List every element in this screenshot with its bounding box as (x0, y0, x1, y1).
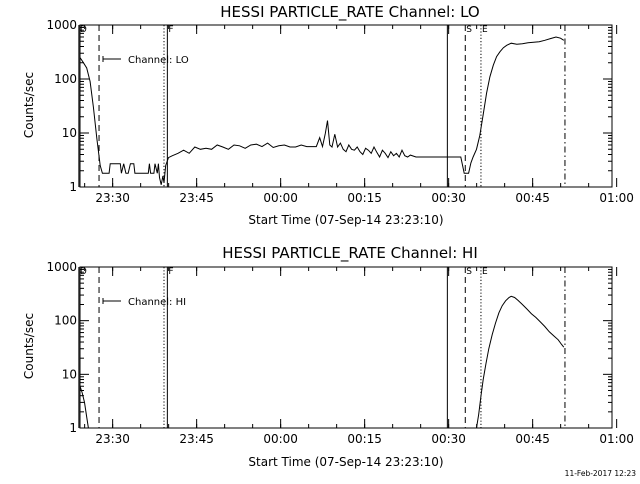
plot-frame (79, 24, 613, 188)
y-tick-label: 100 (54, 314, 77, 328)
x-tick-label: 23:30 (95, 191, 130, 205)
marker-label: E (482, 25, 488, 35)
chart-title: HESSI PARTICLE_RATE Channel: HI (222, 244, 478, 263)
x-tick-label: 00:15 (347, 432, 382, 446)
plot-frame (79, 266, 613, 429)
x-tick-label: 23:45 (179, 432, 214, 446)
x-tick-label: 00:00 (263, 191, 298, 205)
y-tick-label: 1 (69, 180, 77, 194)
x-tick-label: 01:00 (599, 191, 634, 205)
y-axis-label: Counts/sec (22, 313, 36, 379)
footer-date: 11-Feb-2017 12:23 (565, 469, 637, 478)
x-tick-label: 00:00 (263, 432, 298, 446)
x-axis-label: Start Time (07-Sep-14 23:23:10) (248, 455, 443, 469)
marker-label: D (80, 25, 87, 35)
chart-panel-hi: HESSI PARTICLE_RATE Channel: HI Start Ti… (22, 244, 634, 469)
y-tick-label: 1 (69, 421, 77, 435)
y-tick-label: 10 (62, 367, 77, 381)
x-tick-label: 23:30 (95, 432, 130, 446)
x-tick-label: 01:00 (599, 432, 634, 446)
x-tick-label: 00:15 (347, 191, 382, 205)
y-tick-label: 10 (62, 126, 77, 140)
marker-label: S (466, 267, 472, 277)
legend-label: Channel: LO (128, 55, 189, 66)
marker-label: D (80, 267, 87, 277)
legend-label: Channel: HI (128, 297, 186, 308)
series-line-1 (476, 295, 565, 429)
marker-label: F (168, 267, 173, 277)
x-tick-label: 00:45 (515, 191, 550, 205)
y-tick-label: 1000 (46, 18, 77, 32)
y-axis-label: Counts/sec (22, 72, 36, 138)
chart-title: HESSI PARTICLE_RATE Channel: LO (220, 3, 479, 22)
marker-label: F (168, 25, 173, 35)
marker-label: E (482, 267, 488, 277)
marker-label: S (466, 25, 472, 35)
x-tick-label: 00:45 (515, 432, 550, 446)
x-tick-label: 23:45 (179, 191, 214, 205)
x-tick-label: 00:30 (431, 191, 466, 205)
chart-panel-lo: HESSI PARTICLE_RATE Channel: LO Start Ti… (22, 3, 634, 227)
x-axis-label: Start Time (07-Sep-14 23:23:10) (248, 213, 443, 227)
series-line-0 (79, 36, 565, 185)
y-tick-label: 1000 (46, 260, 77, 274)
y-tick-label: 100 (54, 72, 77, 86)
x-tick-label: 00:30 (431, 432, 466, 446)
series-line-0 (79, 386, 89, 429)
